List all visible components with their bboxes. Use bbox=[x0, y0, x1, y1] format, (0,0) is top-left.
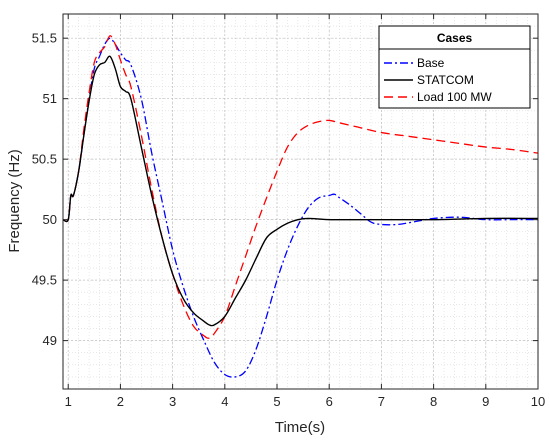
x-tick-label: 2 bbox=[117, 394, 124, 409]
legend-title: Cases bbox=[437, 31, 473, 45]
y-axis-label: Frequency (Hz) bbox=[6, 149, 23, 252]
y-tick-label: 49 bbox=[43, 333, 57, 348]
legend-label-load-100-mw: Load 100 MW bbox=[417, 90, 492, 104]
legend: Cases Base STATCOM Load 100 MW bbox=[378, 25, 531, 109]
y-tick-label: 49.5 bbox=[32, 273, 57, 288]
x-axis-label: Time(s) bbox=[275, 419, 325, 436]
series-line-statcom bbox=[62, 55, 539, 327]
x-tick-label: 10 bbox=[531, 394, 545, 409]
x-tick-label: 8 bbox=[430, 394, 437, 409]
x-tick-label: 5 bbox=[273, 394, 280, 409]
y-tick-label: 51 bbox=[43, 91, 57, 106]
y-tick-label: 51.5 bbox=[32, 31, 57, 46]
y-tick-label: 50.5 bbox=[32, 152, 57, 167]
plot-frame bbox=[62, 13, 539, 390]
y-tick-labels: 49 49.5 50 50.5 51 51.5 bbox=[32, 31, 57, 348]
legend-box bbox=[378, 25, 531, 109]
legend-entries: Base STATCOM Load 100 MW bbox=[384, 56, 492, 104]
x-tick-label: 7 bbox=[378, 394, 385, 409]
x-tick-label: 9 bbox=[482, 394, 489, 409]
y-tick-label: 50 bbox=[43, 212, 57, 227]
ticks-layer bbox=[63, 14, 539, 389]
x-tick-label: 6 bbox=[326, 394, 333, 409]
legend-label-base: Base bbox=[417, 56, 445, 70]
series-layer bbox=[62, 35, 539, 378]
major-grid bbox=[63, 14, 539, 389]
x-tick-label: 3 bbox=[169, 394, 176, 409]
x-tick-label: 1 bbox=[65, 394, 72, 409]
series-line-base bbox=[62, 37, 538, 378]
legend-label-statcom: STATCOM bbox=[417, 73, 474, 87]
series-line-load-100-mw bbox=[62, 35, 539, 339]
x-tick-labels: 1 2 3 4 5 6 7 8 9 10 bbox=[65, 394, 546, 409]
x-tick-label: 4 bbox=[221, 394, 228, 409]
